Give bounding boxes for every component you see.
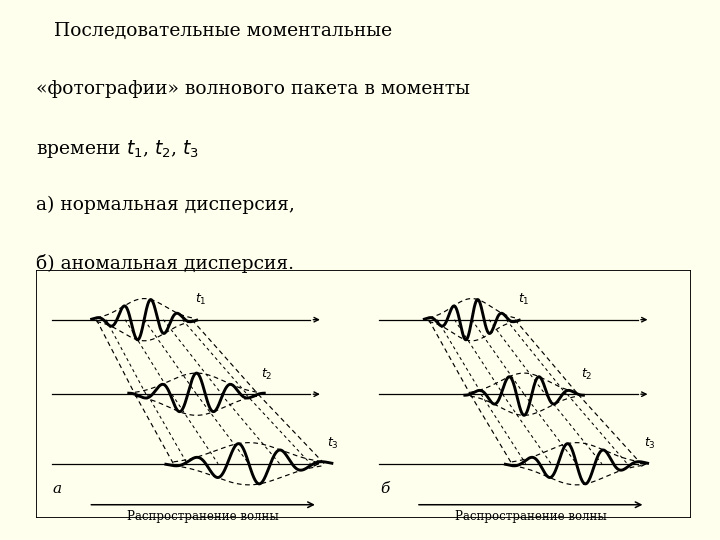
Text: б: б (380, 482, 390, 496)
Text: Распространение волны: Распространение волны (455, 510, 606, 523)
Text: $t_3$: $t_3$ (328, 436, 339, 451)
Text: а) нормальная дисперсия,: а) нормальная дисперсия, (36, 195, 295, 214)
Text: $t_2$: $t_2$ (261, 367, 273, 382)
Text: б) аномальная дисперсия.: б) аномальная дисперсия. (36, 254, 294, 273)
Text: $t_2$: $t_2$ (581, 367, 593, 382)
Text: Распространение волны: Распространение волны (127, 510, 279, 523)
Text: $t_1$: $t_1$ (518, 292, 530, 307)
Text: $t_1$: $t_1$ (195, 292, 207, 307)
Text: $t_3$: $t_3$ (644, 436, 656, 451)
Text: «фотографии» волнового пакета в моменты: «фотографии» волнового пакета в моменты (36, 79, 470, 98)
Text: a: a (53, 482, 61, 496)
Text: Последовательные моментальные: Последовательные моментальные (36, 22, 392, 39)
Text: времени $t_1$, $t_2$, $t_3$: времени $t_1$, $t_2$, $t_3$ (36, 138, 199, 160)
